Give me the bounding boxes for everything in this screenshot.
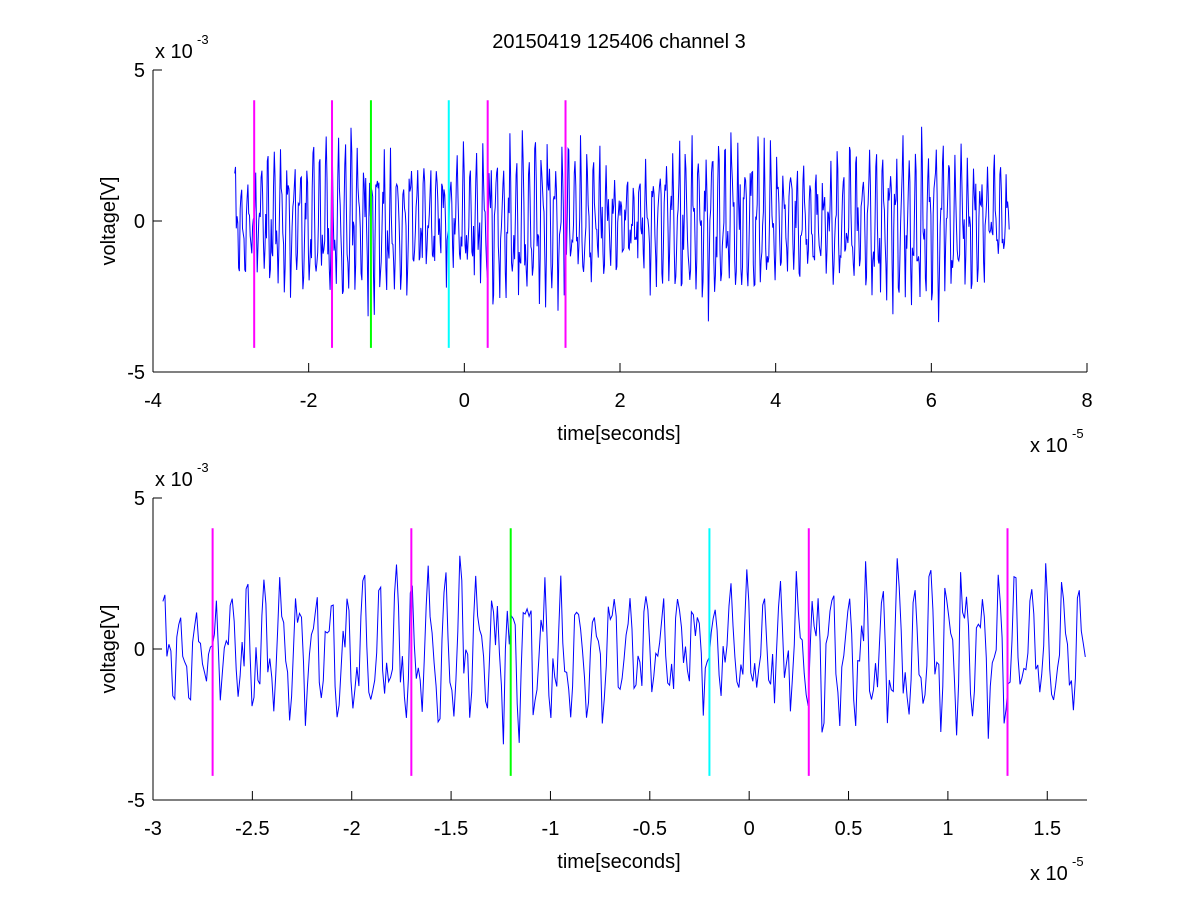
y-tick-label: 0 — [134, 639, 145, 661]
y-exponent: -3 — [197, 460, 209, 475]
y-tick-label: 5 — [134, 488, 145, 510]
x-exponent: -5 — [1072, 854, 1084, 869]
x-tick-label: -1 — [542, 818, 560, 840]
x-exponent: -5 — [1072, 426, 1084, 441]
x-tick-label: -3 — [144, 818, 162, 840]
y-tick-label: 0 — [134, 211, 145, 233]
x-exponent-label: x 10 — [1030, 863, 1068, 885]
x-tick-label: 0.5 — [835, 818, 863, 840]
x-tick-label: -0.5 — [633, 818, 667, 840]
x-tick-label: 0 — [744, 818, 755, 840]
x-tick-label: 1.5 — [1033, 818, 1061, 840]
x-exponent-label: x 10 — [1030, 435, 1068, 457]
y-axis-label: voltage[V] — [98, 177, 120, 266]
x-tick-label: 4 — [770, 390, 781, 412]
x-tick-label: -4 — [144, 390, 162, 412]
y-exponent: -3 — [197, 32, 209, 47]
top-plot: -4 -2 0 2 4 6 8 -5 0 5 time[seconds] voltage[V] x 10… — [98, 32, 1093, 457]
signal-line — [234, 126, 1010, 323]
y-axis-label: voltage[V] — [98, 605, 120, 694]
x-tick-label: 2 — [614, 390, 625, 412]
x-axis-label: time[seconds] — [557, 423, 680, 445]
y-tick-label: -5 — [127, 362, 145, 384]
x-tick-label: -2 — [343, 818, 361, 840]
signal-line — [162, 555, 1086, 745]
x-tick-label: -1.5 — [434, 818, 468, 840]
x-axis-label: time[seconds] — [557, 851, 680, 873]
y-exponent-label: x 10 — [155, 41, 193, 63]
bottom-plot: -3 -2.5 -2 -1.5 -1 -0.5 0 0.5 1 1.5 -5 0 5 time[secon… — [98, 460, 1087, 885]
figure-title: 20150419 125406 channel 3 — [492, 31, 746, 53]
y-tick-label: -5 — [127, 790, 145, 812]
x-tick-label: 0 — [459, 390, 470, 412]
x-tick-label: -2 — [300, 390, 318, 412]
x-tick-label: 1 — [942, 818, 953, 840]
x-tick-label: -2.5 — [235, 818, 269, 840]
y-exponent-label: x 10 — [155, 469, 193, 491]
x-tick-label: 8 — [1081, 390, 1092, 412]
y-tick-label: 5 — [134, 60, 145, 82]
x-tick-label: 6 — [926, 390, 937, 412]
